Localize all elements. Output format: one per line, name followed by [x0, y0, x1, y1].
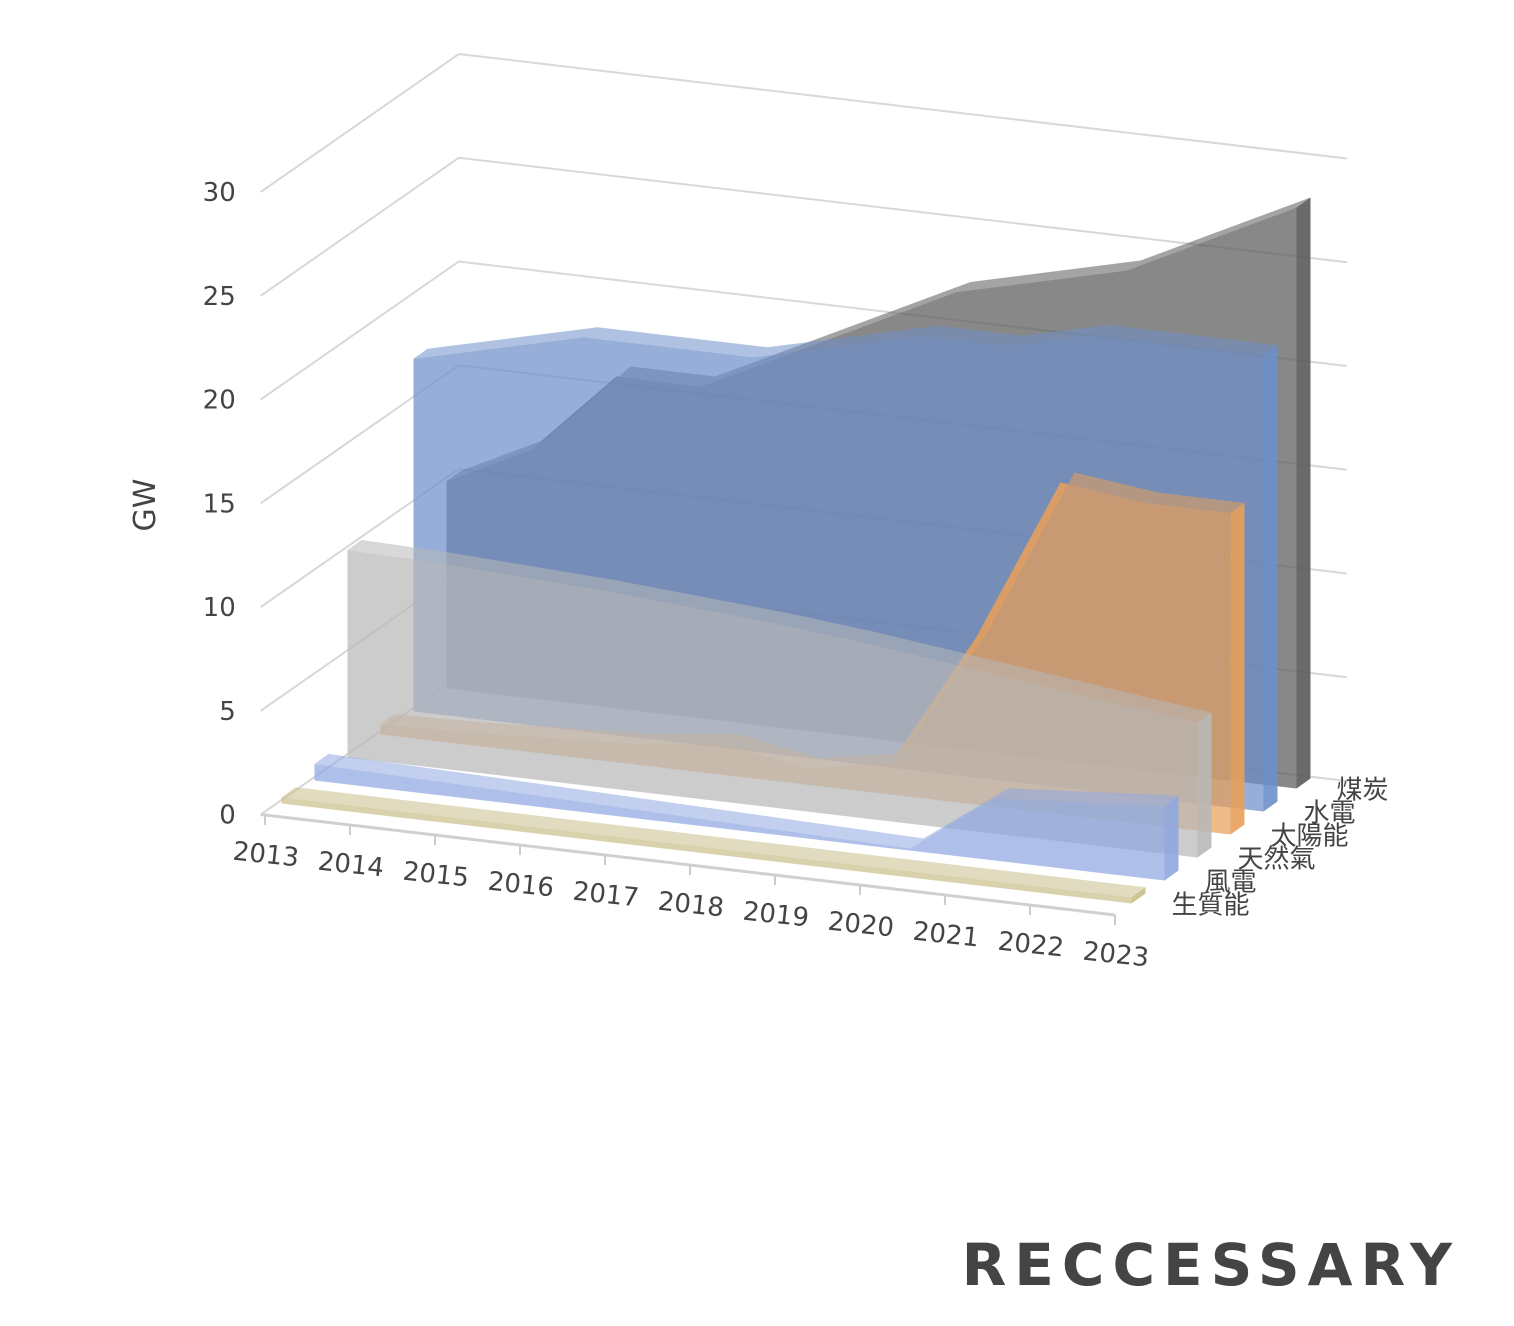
y-tick-label: 10 — [203, 593, 236, 623]
y-tick-label: 25 — [203, 282, 236, 312]
x-tick-label: 2013 — [231, 837, 300, 874]
x-tick-label: 2015 — [401, 857, 470, 894]
x-tick-label: 2014 — [316, 847, 385, 884]
grid-line — [260, 52, 1348, 193]
area-side — [1131, 887, 1146, 904]
plot-area — [281, 197, 1311, 904]
watermark: RECCESSARY — [962, 1231, 1460, 1299]
x-tick-label: 2023 — [1081, 937, 1150, 974]
legend-label: 生質能 — [1172, 891, 1250, 921]
y-tick-label: 15 — [203, 489, 236, 519]
area — [314, 763, 1165, 881]
x-tick-label: 2018 — [656, 887, 725, 924]
area-side — [1197, 712, 1212, 858]
area-side — [1164, 795, 1179, 881]
area-top — [413, 325, 1278, 359]
x-tick-label: 2019 — [741, 897, 810, 934]
x-tick-label: 2021 — [911, 917, 980, 954]
y-tick-label: 20 — [203, 386, 236, 416]
y-tick-label: 30 — [203, 178, 236, 208]
y-axis-title: GW — [128, 479, 163, 532]
grid-line — [260, 156, 1348, 297]
x-tick-label: 2020 — [826, 907, 895, 944]
legend-label: 太陽能 — [1271, 822, 1349, 852]
area-top — [347, 540, 1212, 723]
legend-label: 天然氣 — [1238, 845, 1316, 875]
area — [347, 550, 1198, 858]
area-side — [1230, 502, 1245, 835]
area — [281, 797, 1132, 904]
y-tick-label: 0 — [219, 801, 236, 831]
area-side — [1296, 197, 1311, 789]
legend-label: 煤炭 — [1337, 776, 1389, 806]
legend-label: 水電 — [1304, 799, 1356, 829]
area-top — [281, 787, 1146, 898]
area-side — [1263, 345, 1278, 812]
x-tick-label: 2016 — [486, 867, 555, 904]
x-tick-label: 2022 — [996, 927, 1065, 964]
x-axis — [260, 813, 1116, 917]
x-tick-label: 2017 — [571, 877, 640, 914]
legend-label: 風電 — [1205, 868, 1257, 898]
area-top — [446, 197, 1311, 481]
y-tick-label: 5 — [219, 697, 236, 727]
